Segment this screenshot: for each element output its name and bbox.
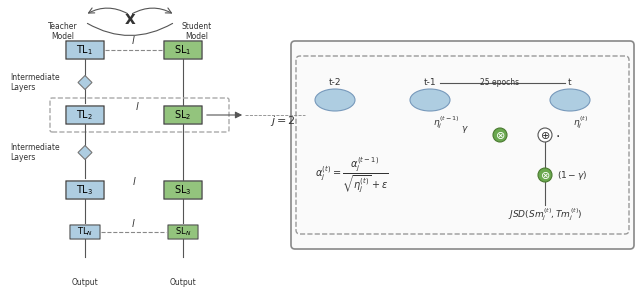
FancyBboxPatch shape	[66, 181, 104, 199]
Text: $\mathrm{SL}_N$: $\mathrm{SL}_N$	[175, 226, 191, 238]
Ellipse shape	[315, 89, 355, 111]
Ellipse shape	[550, 89, 590, 111]
Text: $\mathrm{SL}_3$: $\mathrm{SL}_3$	[174, 183, 192, 197]
Text: t-2: t-2	[329, 78, 341, 87]
Text: Student
Model: Student Model	[182, 22, 212, 41]
Text: Output: Output	[170, 278, 196, 287]
FancyBboxPatch shape	[168, 225, 198, 239]
FancyBboxPatch shape	[291, 41, 634, 249]
Text: $\oplus$: $\oplus$	[540, 130, 550, 141]
FancyBboxPatch shape	[164, 41, 202, 59]
Polygon shape	[78, 76, 92, 90]
Text: $j = 2$: $j = 2$	[270, 114, 296, 128]
Text: $\mathrm{TL}_1$: $\mathrm{TL}_1$	[76, 43, 93, 57]
Ellipse shape	[410, 89, 450, 111]
Text: $\cdot$: $\cdot$	[555, 128, 560, 142]
Text: Intermediate
Layers: Intermediate Layers	[10, 73, 60, 92]
Text: $\otimes$: $\otimes$	[540, 169, 550, 181]
Text: Intermediate
Layers: Intermediate Layers	[10, 143, 60, 162]
Text: $\mathrm{TL}_3$: $\mathrm{TL}_3$	[76, 183, 93, 197]
Text: t: t	[568, 78, 572, 87]
Text: $l$: $l$	[131, 217, 135, 229]
Text: 25 epochs: 25 epochs	[481, 78, 520, 87]
Text: $\mathrm{TL}_2$: $\mathrm{TL}_2$	[76, 108, 93, 122]
Text: $\alpha_j^{(t)} = \dfrac{\alpha_j^{(t-1)}}{\sqrt{\eta_j^{(t)}} + \epsilon}$: $\alpha_j^{(t)} = \dfrac{\alpha_j^{(t-1)…	[315, 155, 388, 195]
Text: Teacher
Model: Teacher Model	[48, 22, 78, 41]
Circle shape	[538, 168, 552, 182]
Text: Output: Output	[72, 278, 99, 287]
Text: $\mathrm{SL}_2$: $\mathrm{SL}_2$	[174, 108, 191, 122]
Circle shape	[538, 128, 552, 142]
Text: $\mathbf{x}$: $\mathbf{x}$	[124, 10, 136, 28]
Text: $\eta_j^{(t)}$: $\eta_j^{(t)}$	[573, 115, 588, 131]
Polygon shape	[78, 146, 92, 160]
FancyBboxPatch shape	[66, 41, 104, 59]
Text: t-1: t-1	[424, 78, 436, 87]
FancyBboxPatch shape	[164, 106, 202, 124]
Text: $(1-\gamma)$: $(1-\gamma)$	[557, 169, 588, 181]
Text: $\mathrm{TL}_N$: $\mathrm{TL}_N$	[77, 226, 93, 238]
Text: $l$: $l$	[134, 100, 140, 112]
FancyBboxPatch shape	[70, 225, 100, 239]
Circle shape	[493, 128, 507, 142]
Text: $JSD(Sm_j^{(t)},Tm_j^{(t)})$: $JSD(Sm_j^{(t)},Tm_j^{(t)})$	[508, 207, 582, 223]
Text: $\eta_j^{(t-1)}$: $\eta_j^{(t-1)}$	[433, 115, 460, 131]
Text: $l$: $l$	[132, 175, 136, 187]
Text: $\otimes$: $\otimes$	[495, 130, 505, 141]
FancyBboxPatch shape	[164, 181, 202, 199]
Text: $l$: $l$	[131, 34, 135, 46]
Text: $\mathrm{SL}_1$: $\mathrm{SL}_1$	[174, 43, 191, 57]
Text: $\gamma$: $\gamma$	[461, 124, 469, 135]
FancyBboxPatch shape	[66, 106, 104, 124]
